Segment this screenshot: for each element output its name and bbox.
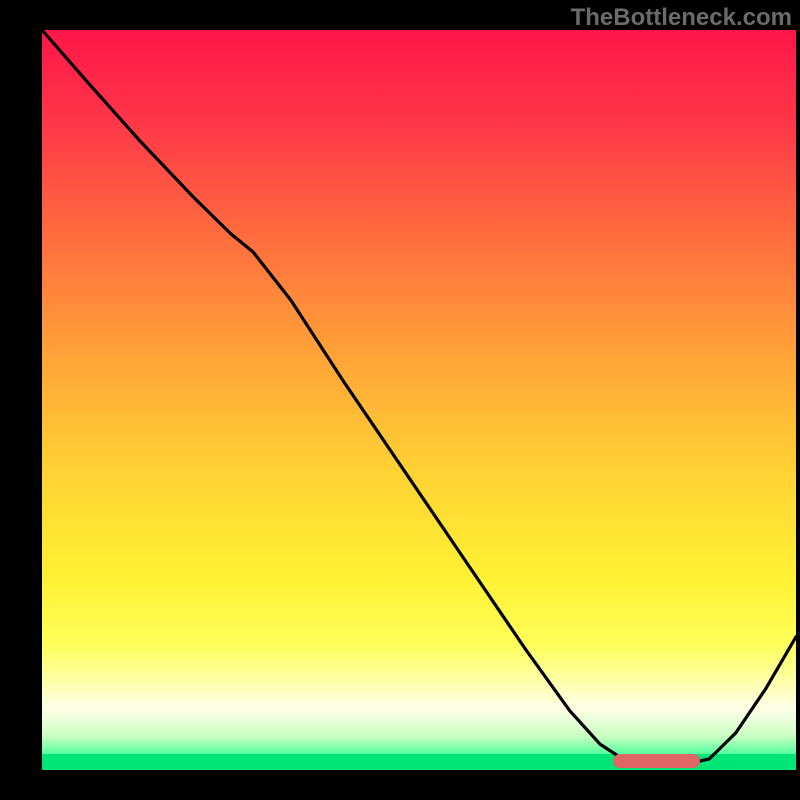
bottleneck-curve [42,30,796,770]
chart-frame: TheBottleneck.com [0,0,800,800]
attribution-text: TheBottleneck.com [571,4,792,32]
optimal-range-marker [613,754,700,768]
plot-area [42,30,796,770]
